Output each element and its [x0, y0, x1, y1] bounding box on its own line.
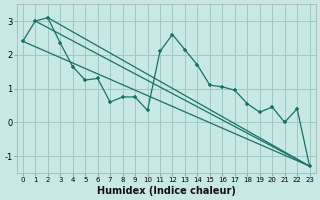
X-axis label: Humidex (Indice chaleur): Humidex (Indice chaleur) [97, 186, 236, 196]
